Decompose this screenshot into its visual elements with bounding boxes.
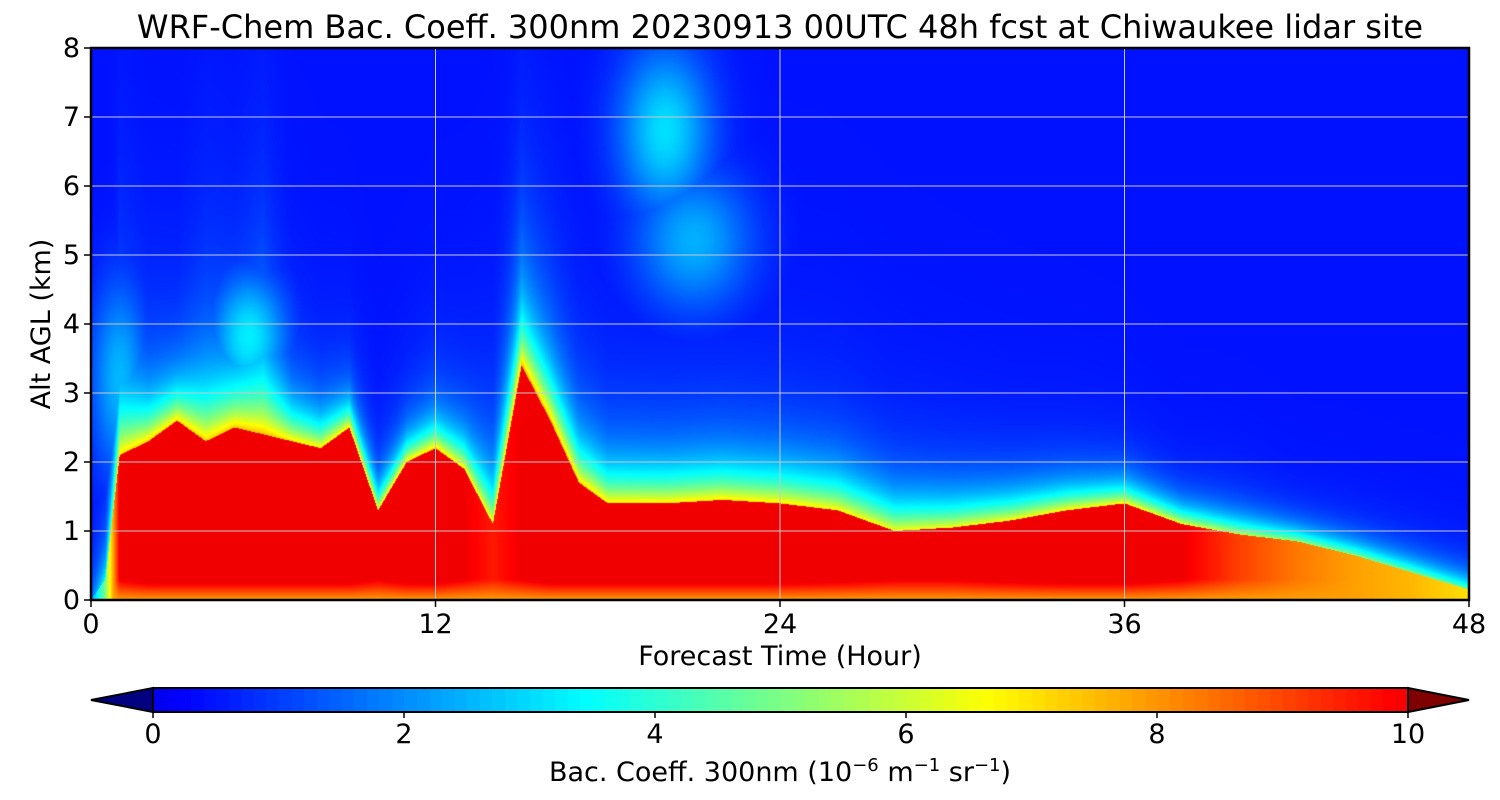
grid-lines — [91, 48, 1469, 600]
colorbar-gradient — [153, 688, 1408, 712]
y-tick-label: 5 — [63, 240, 80, 271]
colorbar-tick-label: 2 — [395, 719, 412, 750]
y-tick-label: 2 — [63, 447, 80, 478]
x-axis-label: Forecast Time (Hour) — [638, 641, 922, 672]
y-axis-label: Alt AGL (km) — [26, 239, 57, 410]
y-tick-label: 3 — [63, 378, 80, 409]
colorbar-ticks: 0 2 4 6 8 10 — [144, 712, 1425, 750]
colorbar-max-arrow-icon — [1407, 686, 1470, 714]
x-tick-label: 0 — [82, 609, 99, 640]
colorbar-min-arrow-icon — [90, 686, 154, 714]
x-axis: 0 12 24 36 48 — [82, 600, 1486, 640]
colorbar: 0 2 4 6 8 10 Bac. Coeff. 300nm (10−6 m−1 sr−1… — [90, 686, 1470, 788]
colorbar-tick-label: 10 — [1391, 719, 1425, 750]
chart-title: WRF-Chem Bac. Coeff. 300nm 20230913 00UT… — [137, 8, 1423, 46]
y-tick-label: 0 — [63, 585, 80, 616]
x-tick-label: 36 — [1107, 609, 1141, 640]
colorbar-tick-label: 4 — [646, 719, 663, 750]
y-tick-label: 4 — [63, 309, 80, 340]
colorbar-tick-label: 8 — [1148, 719, 1165, 750]
x-tick-label: 12 — [418, 609, 452, 640]
x-tick-label: 48 — [1452, 609, 1486, 640]
colorbar-label: Bac. Coeff. 300nm (10−6 m−1 sr−1) — [549, 755, 1011, 788]
x-tick-label: 24 — [763, 609, 797, 640]
colorbar-frame — [152, 687, 1409, 713]
y-axis: 0 1 2 3 4 5 6 7 8 — [63, 33, 91, 616]
y-tick-label: 7 — [63, 102, 80, 133]
colorbar-tick-label: 6 — [897, 719, 914, 750]
plot-area — [89, 46, 1471, 602]
y-tick-label: 1 — [63, 516, 80, 547]
y-tick-label: 6 — [63, 171, 80, 202]
y-tick-label: 8 — [63, 33, 80, 64]
colorbar-tick-label: 0 — [144, 719, 161, 750]
